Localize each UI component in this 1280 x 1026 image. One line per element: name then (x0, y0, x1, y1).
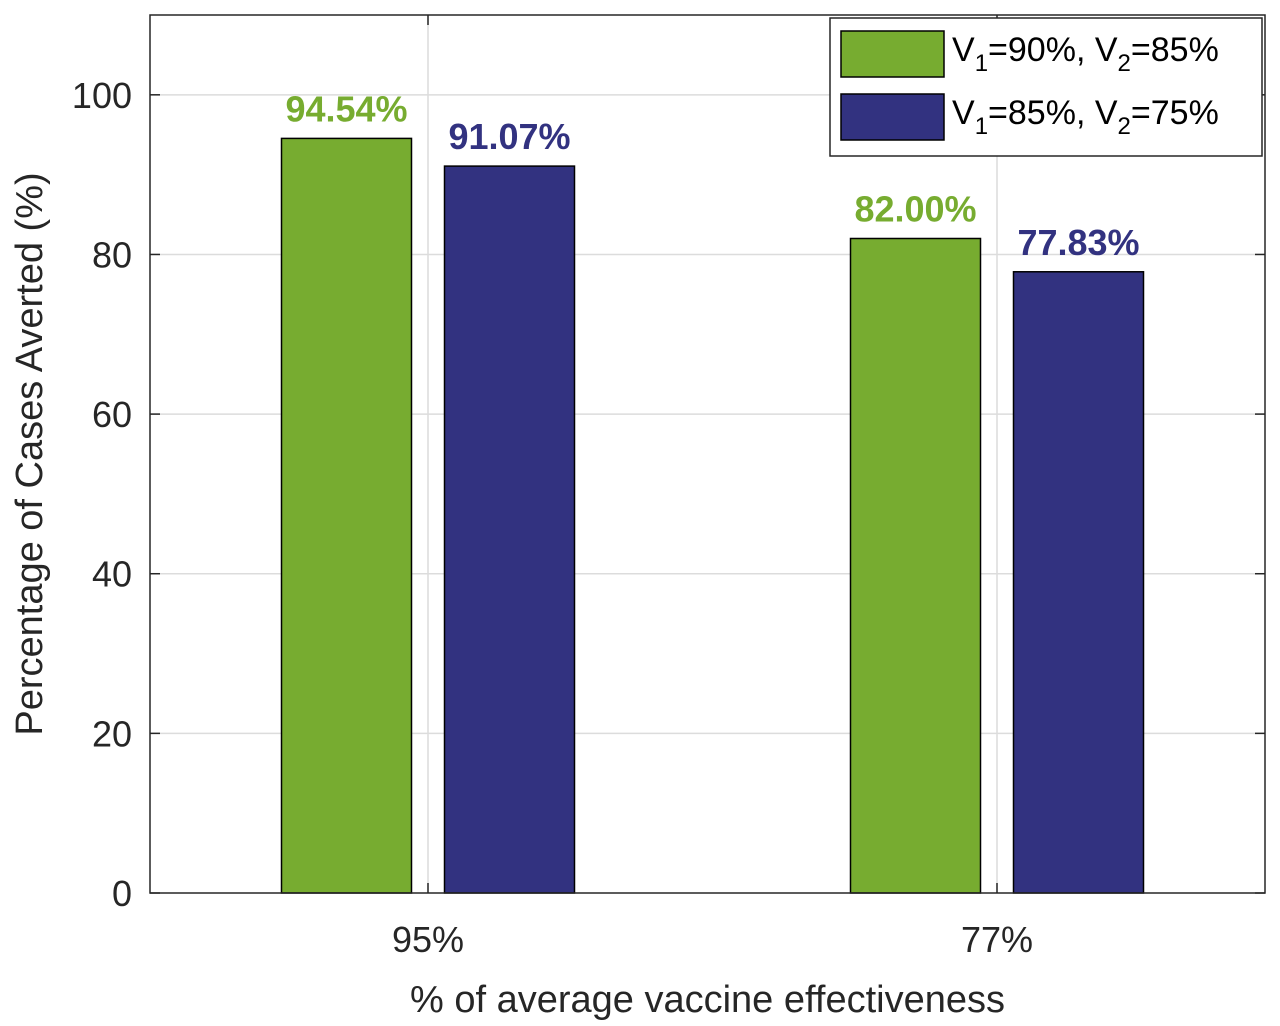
bar-2-77% (1012, 271, 1145, 894)
y-tick-label: 40 (92, 554, 132, 595)
bar-2-95% (443, 165, 576, 894)
plot-frame (149, 14, 1266, 894)
bar-1-95% (280, 137, 413, 894)
data-label: 82.00% (854, 188, 976, 229)
y-axis-label: Percentage of Cases Averted (%) (9, 172, 51, 735)
bar-1-77% (849, 237, 982, 894)
x-axis-ticks: 95% 77% (392, 15, 1033, 960)
bars (280, 137, 1145, 894)
y-tick-label: 100 (72, 75, 132, 116)
y-tick-label: 20 (92, 713, 132, 754)
legend-swatch (840, 93, 945, 141)
legend-entry-label: V1=90%, V2=85% (952, 31, 1219, 77)
x-tick-label: 95% (392, 919, 464, 960)
y-tick-label: 80 (92, 234, 132, 275)
data-label: 77.83% (1017, 222, 1139, 263)
y-tick-label: 60 (92, 394, 132, 435)
legend: V1=90%, V2=85% V1=85%, V2=75% (829, 17, 1263, 157)
data-label: 94.54% (285, 88, 407, 129)
x-axis-label: % of average vaccine effectiveness (410, 979, 1005, 1021)
x-tick-label: 77% (961, 919, 1033, 960)
legend-entry-label: V1=85%, V2=75% (952, 94, 1219, 140)
y-tick-label: 0 (112, 873, 132, 914)
data-label: 91.07% (448, 116, 570, 157)
legend-swatch (840, 30, 945, 78)
y-axis-ticks: 0 20 40 60 80 100 (72, 75, 1265, 914)
data-labels: 94.54% 91.07% 82.00% 77.83% (285, 88, 1139, 262)
